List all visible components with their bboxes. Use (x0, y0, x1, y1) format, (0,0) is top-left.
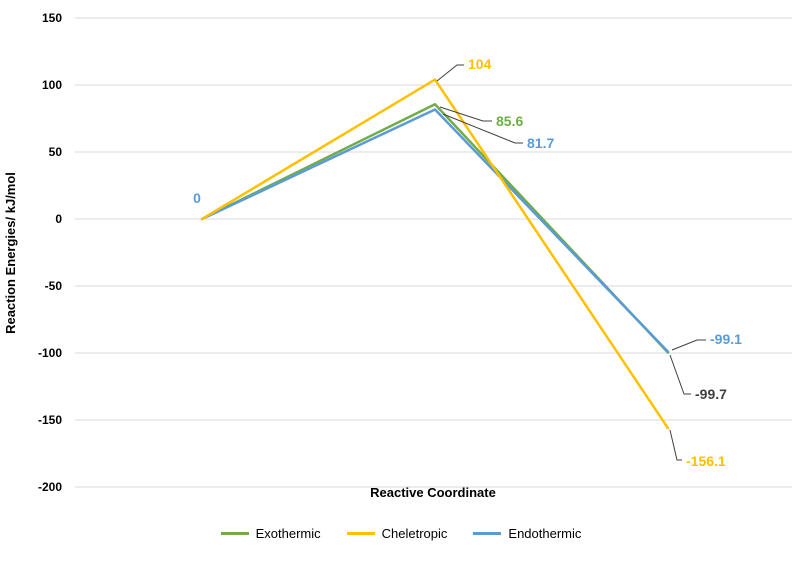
y-axis-title: Reaction Energies/ kJ/mol (3, 172, 18, 334)
y-tick-label: -150 (38, 413, 62, 427)
leader-line (442, 113, 523, 144)
data-label: -156.1 (686, 453, 726, 469)
series-line-endothermic (200, 108, 670, 354)
legend-item-cheletropic: Cheletropic (346, 526, 448, 541)
leader-line (671, 339, 706, 351)
leader-line (436, 64, 464, 82)
y-tick-label: 150 (42, 11, 62, 25)
y-tick-label: 100 (42, 78, 62, 92)
data-labels: 0 104 85.681.7 -99.1 -99.7 -156.1 (193, 56, 742, 469)
data-label: 0 (193, 190, 201, 206)
y-tick-label: -200 (38, 480, 62, 494)
y-tick-label: -100 (38, 346, 62, 360)
data-label: -99.1 (710, 331, 742, 347)
legend-label: Cheletropic (381, 526, 448, 541)
data-label: 81.7 (527, 135, 554, 151)
leader-line (669, 429, 682, 461)
chart-legend: Exothermic Cheletropic Endothermic (0, 527, 802, 540)
legend-line-marker (346, 532, 375, 535)
legend-label: Endothermic (508, 526, 582, 541)
y-axis-tick-labels: 150 100 50 0 -50 -100 -150 -200 (38, 11, 62, 494)
legend-line-marker (220, 532, 249, 535)
y-tick-label: -50 (45, 279, 63, 293)
legend-item-exothermic: Exothermic (220, 526, 321, 541)
y-tick-label: 50 (49, 145, 63, 159)
y-tick-label: 0 (55, 212, 62, 226)
data-label: 85.6 (496, 113, 523, 129)
legend-line-marker (473, 532, 502, 535)
series-line-exothermic (200, 103, 670, 354)
legend-label: Exothermic (255, 526, 321, 541)
chart-plot-area: 150 100 50 0 -50 -100 -150 -200 Reaction Energie… (3, 11, 792, 500)
leader-line (439, 106, 492, 122)
series-line-cheletropic (200, 78, 670, 430)
data-label: 104 (468, 56, 492, 72)
x-axis-title: Reactive Coordinate (370, 485, 496, 500)
gridlines (75, 17, 792, 488)
leader-line (669, 354, 691, 395)
legend-item-endothermic: Endothermic (473, 527, 581, 540)
data-label: -99.7 (695, 386, 727, 402)
